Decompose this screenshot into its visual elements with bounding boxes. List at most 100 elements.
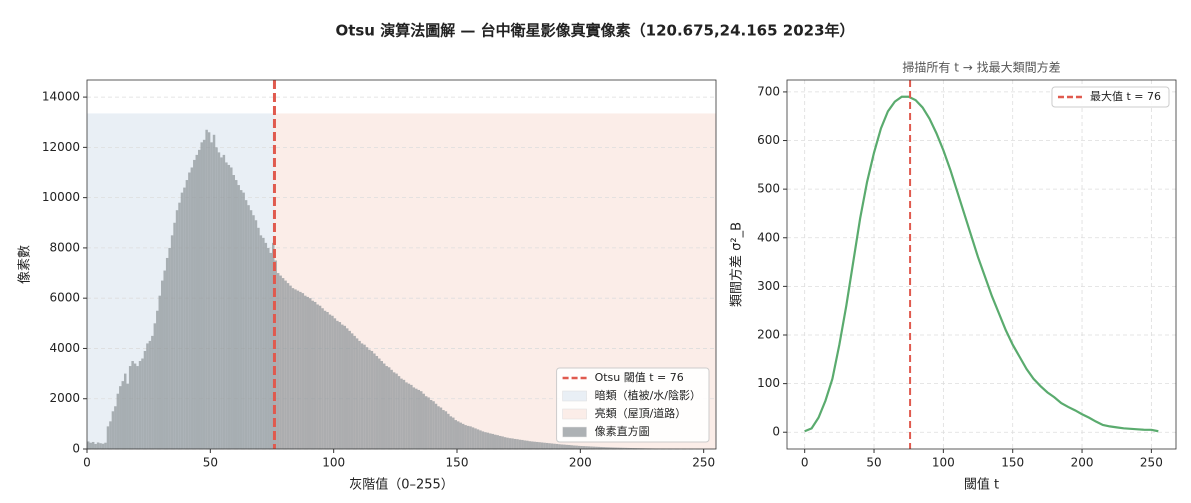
histogram-bar	[116, 393, 120, 449]
histogram-bar	[222, 154, 226, 449]
histogram-bar	[575, 445, 578, 449]
legend-box	[1051, 86, 1170, 108]
histogram-bar	[471, 427, 475, 449]
histogram-bar	[526, 440, 529, 449]
histogram-bar	[106, 426, 110, 449]
histogram-bar	[432, 401, 435, 449]
histogram-bar	[368, 349, 371, 449]
histogram-bar	[163, 270, 166, 449]
histogram-bar	[597, 446, 601, 449]
histogram-bar	[400, 378, 403, 449]
legend-label: 像素直方圖	[595, 424, 650, 438]
histogram-bar	[94, 443, 97, 449]
histogram-bar	[553, 443, 556, 449]
histogram-bar	[296, 290, 300, 449]
histogram-bar	[91, 441, 95, 449]
y-tick-label: 4000	[49, 341, 80, 355]
histogram-bar	[321, 308, 324, 449]
legend-label: Otsu 閾值 t = 76	[595, 371, 684, 384]
histogram-bar	[158, 295, 161, 449]
x-tick-label: 250	[1140, 456, 1163, 470]
histogram-bar	[540, 442, 544, 449]
histogram-bar	[217, 152, 221, 449]
legend-box	[556, 367, 710, 443]
histogram-bar	[609, 447, 613, 449]
histogram-bar	[128, 366, 132, 449]
y-tick-label: 6000	[49, 291, 80, 305]
histogram-bar	[412, 387, 416, 449]
histogram-bar	[193, 159, 196, 450]
histogram-bar	[235, 180, 238, 449]
histogram-bar	[427, 397, 430, 449]
histogram-bar	[188, 172, 191, 450]
histogram-bar	[457, 421, 460, 449]
histogram-bar	[133, 363, 137, 449]
histogram-bar	[262, 237, 265, 449]
histogram-bar	[89, 442, 92, 449]
x-axis-label: 灰階值（0–255）	[349, 477, 454, 493]
histogram-bar	[341, 324, 344, 449]
histogram-bar	[168, 247, 171, 449]
histogram-bar	[491, 433, 494, 449]
histogram-bar	[380, 361, 383, 449]
histogram-bar	[496, 435, 499, 449]
x-tick-label: 150	[1001, 456, 1024, 470]
histogram-bar	[257, 227, 260, 449]
histogram-bar	[523, 440, 527, 449]
x-tick-label: 100	[322, 456, 345, 470]
histogram-bar	[378, 358, 381, 449]
y-tick-label: 200	[757, 327, 780, 341]
y-tick-label: 300	[757, 279, 780, 293]
histogram-bar	[506, 437, 509, 449]
histogram-bar	[375, 355, 379, 449]
histogram-bar	[476, 429, 480, 449]
histogram-bar	[267, 247, 270, 449]
histogram-bar	[358, 340, 361, 449]
histogram-bar	[286, 283, 290, 449]
histogram-bar	[254, 220, 258, 449]
x-tick-label: 250	[692, 456, 715, 470]
figure-title: Otsu 演算法圖解 — 台中衛星影像真實像素（120.675,24.165 2…	[335, 22, 854, 40]
y-tick-label: 10000	[42, 190, 80, 204]
legend: Otsu 閾值 t = 76 暗類（植被/水/陰影） 亮類（屋頂/道路） 像素直方圖	[556, 367, 710, 443]
histogram-bar	[87, 441, 90, 449]
histogram-bar	[415, 388, 418, 449]
y-tick-label: 700	[757, 84, 780, 98]
histogram-bar	[284, 280, 287, 449]
histogram-bar	[363, 344, 366, 449]
histogram-bar	[447, 413, 450, 449]
histogram-bar	[114, 406, 117, 449]
histogram-bar	[365, 347, 369, 449]
histogram-bar	[577, 445, 581, 449]
histogram-bar	[405, 382, 408, 449]
histogram-bar	[328, 314, 332, 449]
histogram-bar	[545, 442, 549, 449]
histogram-bar	[624, 447, 628, 449]
histogram-bar	[449, 416, 453, 449]
histogram-bar	[190, 167, 194, 449]
histogram-bar	[178, 202, 181, 449]
histogram-bar	[402, 379, 406, 449]
histogram-bar	[355, 338, 359, 449]
histogram-bar	[637, 448, 640, 449]
histogram-bar	[469, 426, 472, 449]
histogram-bar	[124, 373, 127, 449]
histogram-bar	[461, 423, 465, 449]
histogram-bar	[136, 366, 139, 449]
histogram-bar	[474, 428, 477, 449]
histogram-bar	[225, 162, 228, 449]
histogram-bar	[210, 142, 213, 449]
histogram-bar	[259, 235, 263, 449]
histogram-bar	[627, 447, 630, 449]
histogram-bar	[555, 443, 559, 449]
histogram-bar	[230, 167, 233, 449]
histogram-bar	[350, 333, 354, 449]
histogram-bar	[600, 446, 603, 449]
histogram-bar	[605, 447, 608, 449]
histogram-bar	[595, 446, 598, 449]
y-tick-label: 0	[772, 425, 780, 439]
histogram-bar	[247, 205, 250, 449]
histogram-bar	[634, 448, 638, 449]
histogram-bar	[175, 210, 179, 449]
histogram-bar	[560, 444, 564, 449]
